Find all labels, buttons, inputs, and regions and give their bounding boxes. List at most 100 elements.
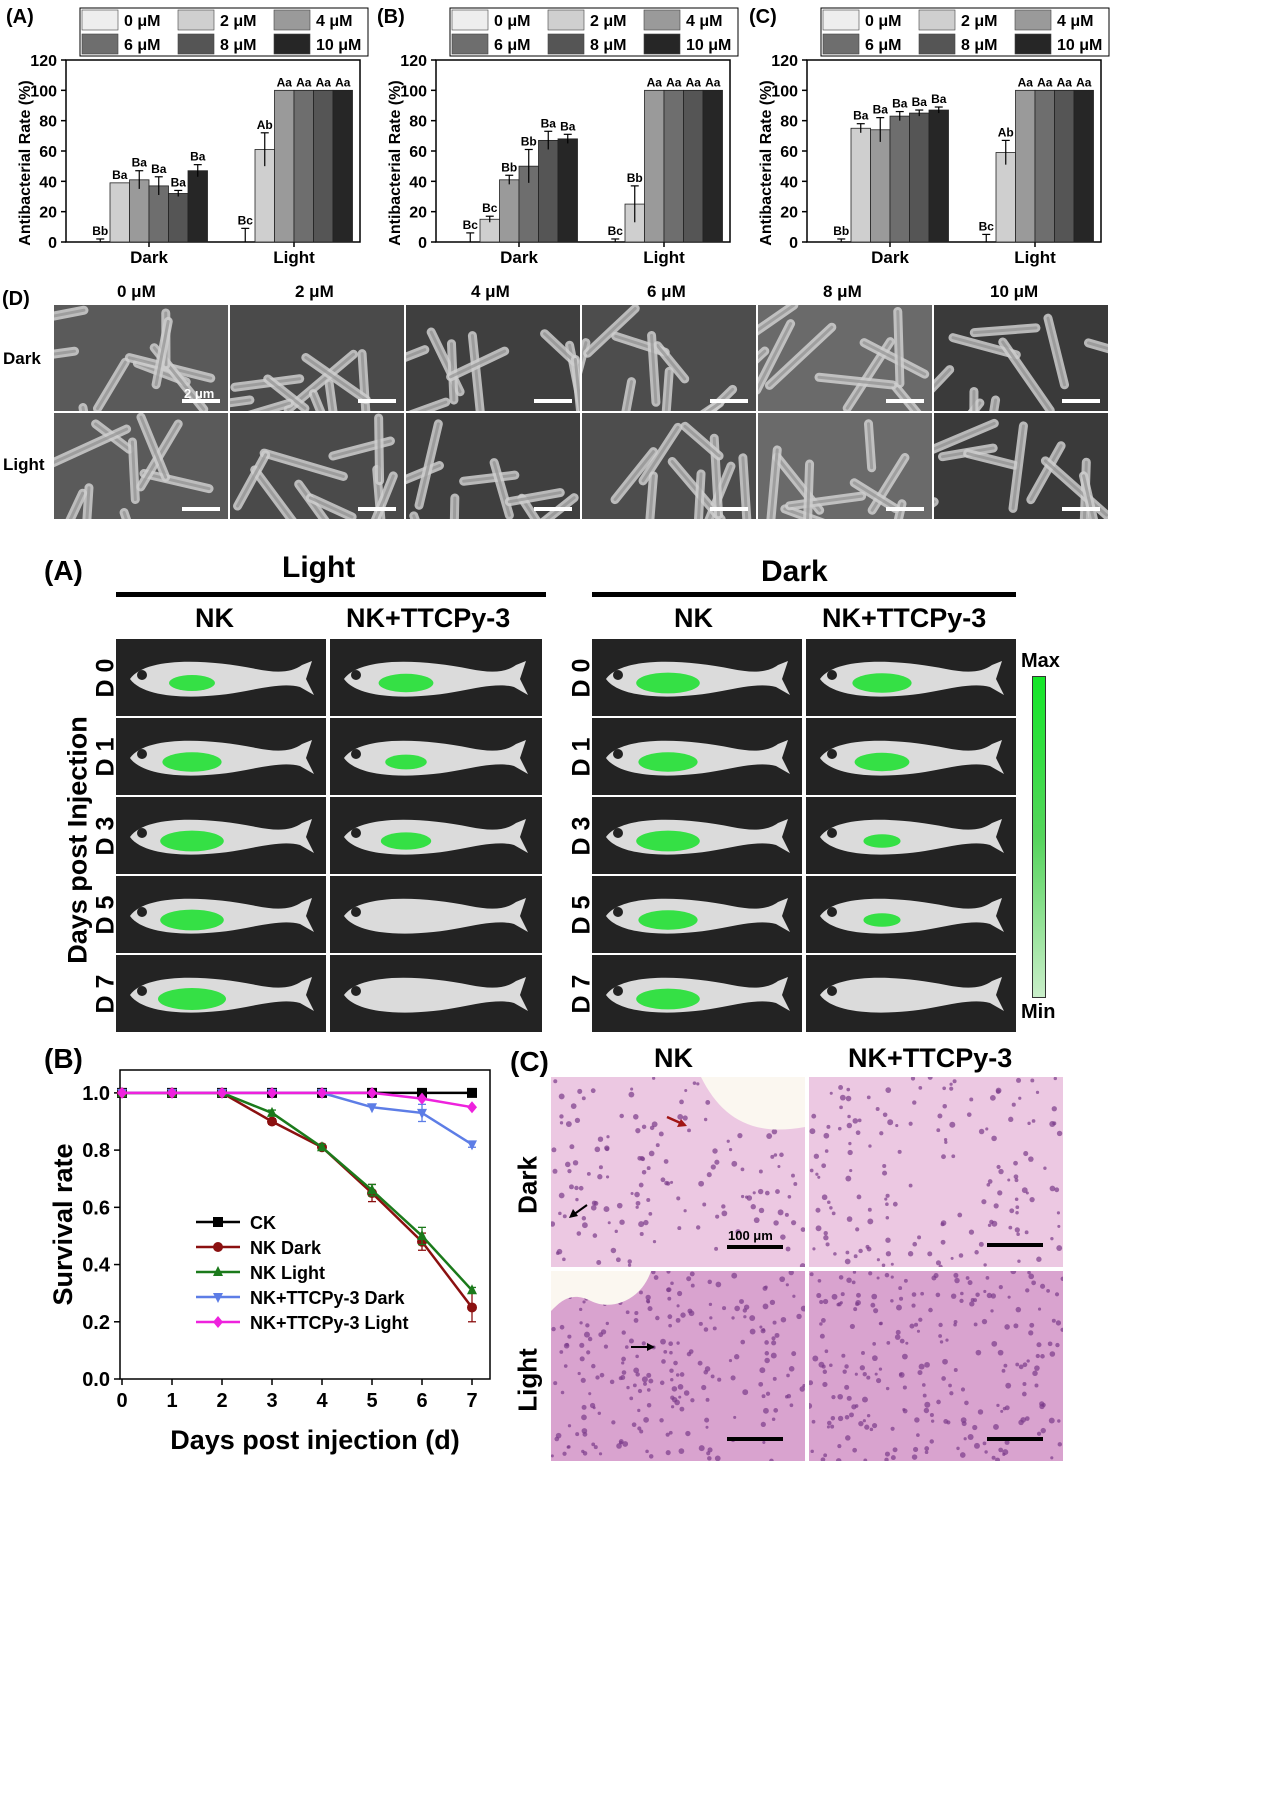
lumen bbox=[701, 1077, 805, 1130]
nucleus bbox=[954, 1277, 960, 1284]
nucleus bbox=[853, 1254, 858, 1259]
nucleus bbox=[579, 1356, 585, 1362]
nucleus bbox=[572, 1160, 579, 1166]
fish-drawing bbox=[344, 819, 528, 855]
nucleus bbox=[597, 1136, 604, 1142]
legend-label: 8 μM bbox=[590, 37, 626, 54]
nucleus bbox=[555, 1251, 560, 1255]
nucleus bbox=[1035, 1353, 1040, 1359]
histo-row-label: Dark bbox=[512, 1156, 543, 1214]
nucleus bbox=[715, 1214, 720, 1219]
fish-body bbox=[820, 661, 1004, 697]
legend-label: 4 μM bbox=[316, 13, 352, 30]
y-tick-label: 80 bbox=[780, 114, 798, 131]
y-tick-label: 120 bbox=[30, 53, 57, 70]
nucleus bbox=[940, 1220, 947, 1226]
nucleus bbox=[1025, 1288, 1030, 1293]
nucleus bbox=[594, 1146, 601, 1153]
nucleus bbox=[930, 1419, 935, 1423]
nucleus bbox=[885, 1215, 890, 1220]
scale-bar bbox=[358, 399, 396, 403]
nucleus bbox=[649, 1125, 655, 1131]
nucleus bbox=[610, 1247, 617, 1254]
nucleus bbox=[1014, 1197, 1019, 1201]
nucleus bbox=[872, 1342, 877, 1346]
nucleus bbox=[1028, 1330, 1034, 1336]
nucleus bbox=[847, 1149, 853, 1156]
nucleus bbox=[764, 1351, 770, 1356]
nucleus bbox=[646, 1372, 652, 1378]
nucleus bbox=[936, 1399, 941, 1405]
nucleus bbox=[1022, 1382, 1027, 1387]
nucleus bbox=[771, 1336, 776, 1341]
nucleus bbox=[645, 1294, 651, 1301]
nucleus bbox=[996, 1403, 1000, 1408]
nucleus bbox=[924, 1361, 930, 1368]
fish-drawing bbox=[130, 977, 314, 1013]
rod-shade bbox=[462, 473, 517, 483]
nucleus bbox=[553, 1381, 558, 1386]
nucleus bbox=[852, 1447, 857, 1453]
fish-image bbox=[592, 955, 802, 1032]
nucleus bbox=[634, 1191, 640, 1198]
x-tick-label: 0 bbox=[116, 1390, 127, 1412]
nucleus bbox=[924, 1450, 929, 1455]
sem-rods bbox=[233, 413, 398, 519]
significance-label: Bb bbox=[501, 160, 517, 174]
nucleus bbox=[641, 1170, 647, 1175]
nucleus bbox=[864, 1424, 870, 1430]
rod-shade bbox=[586, 306, 637, 355]
x-category-label: Dark bbox=[871, 248, 909, 267]
rod-shade bbox=[377, 416, 382, 483]
data-point bbox=[317, 1086, 327, 1099]
nucleus bbox=[984, 1450, 988, 1454]
nucleus bbox=[737, 1133, 743, 1139]
legend-label: 10 μM bbox=[316, 37, 361, 54]
fluorescence-signal bbox=[160, 909, 224, 931]
nucleus bbox=[1024, 1416, 1030, 1421]
significance-label: Aa bbox=[647, 75, 663, 89]
nucleus bbox=[884, 1457, 889, 1461]
nucleus bbox=[596, 1260, 602, 1265]
nucleus bbox=[851, 1280, 856, 1285]
fluorescence-signal bbox=[638, 910, 698, 930]
significance-label: Ba bbox=[912, 95, 928, 109]
nucleus bbox=[1027, 1121, 1031, 1126]
nucleus bbox=[597, 1411, 602, 1416]
nucleus bbox=[1060, 1276, 1063, 1281]
panel-letter-d: (D) bbox=[2, 288, 30, 310]
nucleus bbox=[779, 1276, 786, 1283]
nucleus bbox=[876, 1378, 882, 1384]
fish-eye bbox=[137, 828, 147, 838]
significance-label: Bc bbox=[238, 213, 254, 227]
nucleus bbox=[844, 1258, 851, 1265]
nucleus bbox=[680, 1312, 686, 1318]
nucleus bbox=[569, 1144, 575, 1150]
nucleus bbox=[966, 1112, 972, 1117]
nucleus bbox=[785, 1246, 791, 1252]
nucleus bbox=[603, 1206, 610, 1213]
nucleus bbox=[569, 1184, 574, 1190]
nucleus bbox=[637, 1408, 641, 1413]
nucleus bbox=[987, 1223, 992, 1228]
y-tick-label: 60 bbox=[780, 144, 798, 161]
nucleus bbox=[867, 1207, 872, 1212]
significance-label: Bb bbox=[627, 171, 643, 185]
nucleus bbox=[710, 1164, 716, 1170]
x-tick-label: 5 bbox=[366, 1390, 377, 1412]
nucleus bbox=[941, 1376, 946, 1381]
nucleus bbox=[593, 1445, 598, 1450]
nucleus bbox=[847, 1114, 851, 1119]
significance-label: Aa bbox=[705, 75, 721, 89]
nucleus bbox=[567, 1169, 572, 1174]
rod-shade bbox=[416, 400, 448, 411]
tissue-texture bbox=[551, 1271, 805, 1461]
nucleus bbox=[770, 1154, 775, 1159]
nucleus bbox=[840, 1292, 845, 1297]
rod-shade bbox=[758, 305, 796, 332]
nucleus bbox=[777, 1209, 784, 1216]
sem-col-label: 0 μM bbox=[117, 282, 156, 301]
nucleus bbox=[1009, 1208, 1015, 1214]
tissue-texture bbox=[809, 1077, 1063, 1267]
nucleus bbox=[1028, 1156, 1034, 1162]
